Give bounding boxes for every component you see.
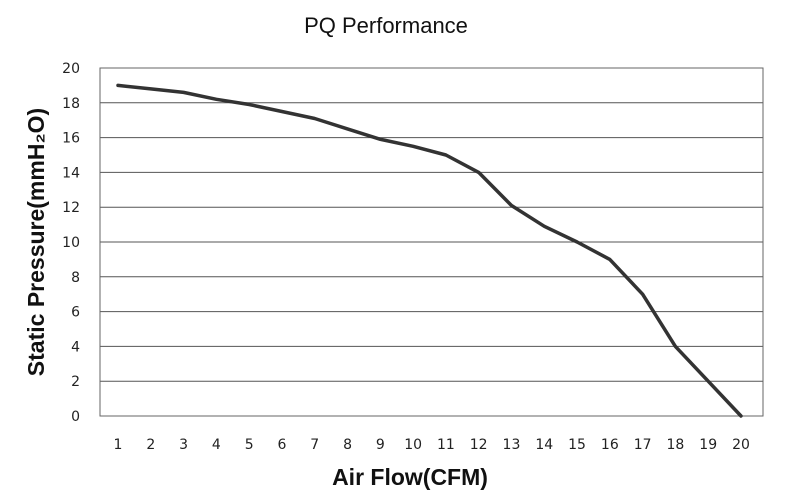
- y-axis-ticks: 0 2 4 6 8 10 12 14 16 18 20: [62, 61, 80, 425]
- x-tick-label: 4: [212, 437, 221, 453]
- y-tick-label: 16: [62, 131, 80, 147]
- y-tick-label: 18: [62, 96, 80, 112]
- x-tick-label: 5: [245, 437, 254, 453]
- x-tick-label: 7: [310, 437, 319, 453]
- x-tick-label: 9: [376, 437, 385, 453]
- x-tick-label: 14: [535, 437, 553, 453]
- x-axis-label: Air Flow(CFM): [332, 464, 488, 490]
- x-axis-ticks: 1 2 3 4 5 6 7 8 9 10 11 12 13 14 15 16 17 18 19 20: [114, 437, 750, 453]
- x-tick-label: 6: [277, 437, 286, 453]
- y-tick-label: 10: [62, 235, 80, 251]
- x-tick-label: 20: [732, 437, 750, 453]
- x-tick-label: 11: [437, 437, 455, 453]
- y-tick-label: 4: [71, 339, 80, 355]
- x-tick-label: 10: [404, 437, 422, 453]
- x-tick-label: 18: [667, 437, 685, 453]
- plot-area: [99, 67, 764, 417]
- y-tick-label: 14: [62, 165, 80, 181]
- x-tick-label: 15: [568, 437, 586, 453]
- x-tick-label: 3: [179, 437, 188, 453]
- x-tick-label: 13: [503, 437, 521, 453]
- y-tick-label: 6: [71, 305, 80, 321]
- x-tick-label: 12: [470, 437, 488, 453]
- y-axis-label: Static Pressure(mmH₂O): [23, 108, 49, 376]
- y-tick-label: 12: [62, 200, 80, 216]
- y-tick-label: 8: [71, 270, 80, 286]
- x-tick-label: 16: [601, 437, 619, 453]
- series-line: [116, 83, 743, 418]
- x-tick-label: 2: [146, 437, 155, 453]
- x-tick-label: 8: [343, 437, 352, 453]
- x-tick-label: 19: [699, 437, 717, 453]
- y-tick-label: 0: [71, 409, 80, 425]
- y-tick-label: 20: [62, 61, 80, 77]
- gridlines: [100, 67, 763, 417]
- x-tick-label: 1: [114, 437, 123, 453]
- x-tick-label: 17: [634, 437, 652, 453]
- y-tick-label: 2: [71, 374, 80, 390]
- chart-title: PQ Performance: [304, 13, 468, 38]
